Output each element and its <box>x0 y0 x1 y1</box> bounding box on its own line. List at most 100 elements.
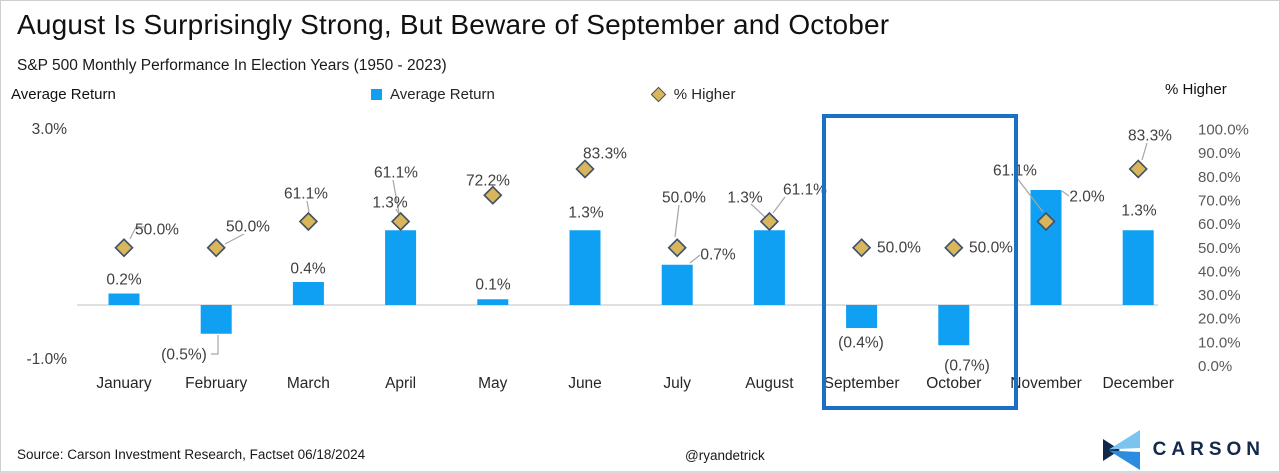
right-tick: 50.0% <box>1198 240 1241 257</box>
month-label-july: July <box>663 375 691 392</box>
month-label-february: February <box>185 375 247 392</box>
diamond-april <box>390 211 411 232</box>
right-tick: 100.0% <box>1198 122 1249 139</box>
diamond-label-march: 61.1% <box>284 186 328 203</box>
left-tick-min: -1.0% <box>27 351 68 368</box>
leader-line <box>392 179 400 214</box>
leader-line <box>772 196 786 214</box>
author-handle: @ryandetrick <box>685 448 765 463</box>
left-tick-max: 3.0% <box>32 121 68 138</box>
bar-january <box>108 293 140 305</box>
carson-logo: CARSON <box>1102 430 1265 470</box>
diamond-label-april: 61.1% <box>374 165 418 182</box>
leader-line <box>306 200 310 213</box>
legend-bar-swatch-icon <box>371 89 382 100</box>
bar-label-february: (0.5%) <box>161 347 207 364</box>
leader-line <box>689 254 701 264</box>
leader-line <box>129 226 144 240</box>
bar-october <box>938 305 970 346</box>
source-credit: Source: Carson Investment Research, Fact… <box>17 447 366 462</box>
legend: Average Return % Higher <box>371 86 736 103</box>
bar-september <box>846 305 878 328</box>
bar-label-march: 0.4% <box>290 261 326 278</box>
diamond-label-july: 50.0% <box>662 190 706 207</box>
right-tick: 0.0% <box>1198 358 1232 375</box>
legend-pct-higher-label: % Higher <box>673 86 736 103</box>
bar-label-september: (0.4%) <box>838 335 884 352</box>
leader-line <box>1016 177 1044 213</box>
diamond-december <box>1128 159 1148 179</box>
month-label-december: December <box>1102 375 1174 392</box>
leader-line <box>211 335 219 355</box>
bar-august <box>753 230 785 305</box>
bar-december <box>1122 230 1154 305</box>
right-tick: 10.0% <box>1198 334 1241 351</box>
diamond-september <box>851 238 872 258</box>
bar-label-april: 1.3% <box>372 195 408 212</box>
diamond-label-february: 50.0% <box>226 219 270 236</box>
diamond-label-december: 83.3% <box>1128 128 1172 145</box>
diamond-june <box>575 159 595 179</box>
right-tick: 70.0% <box>1198 192 1241 209</box>
diamond-label-september: 50.0% <box>877 240 921 257</box>
month-label-april: April <box>385 375 416 392</box>
bar-label-january: 0.2% <box>106 272 142 289</box>
month-label-october: October <box>926 375 981 392</box>
left-axis-title: Average Return <box>11 86 116 103</box>
diamond-july <box>667 238 687 258</box>
month-label-august: August <box>745 375 794 392</box>
bar-may <box>477 299 509 305</box>
bar-label-august: 1.3% <box>727 190 763 207</box>
diamond-label-june: 83.3% <box>583 146 627 163</box>
bar-march <box>292 282 324 305</box>
right-axis-title: % Higher <box>1165 81 1227 98</box>
bar-november <box>1030 190 1062 305</box>
diamond-november <box>1036 211 1056 232</box>
diamond-january <box>114 238 134 258</box>
leader-line <box>1141 142 1148 161</box>
bar-label-july: 0.7% <box>700 247 736 264</box>
diamond-label-october: 50.0% <box>969 240 1013 257</box>
bar-february <box>200 305 232 334</box>
bar-label-june: 1.3% <box>568 205 604 222</box>
month-label-january: January <box>96 375 151 392</box>
bar-label-may: 0.1% <box>475 277 511 294</box>
diamond-label-may: 72.2% <box>466 173 510 190</box>
diamond-august <box>759 211 780 232</box>
leader-line <box>224 233 245 245</box>
right-tick: 90.0% <box>1198 145 1241 162</box>
diamond-label-january: 50.0% <box>135 222 179 239</box>
bar-july <box>661 264 693 305</box>
right-tick: 40.0% <box>1198 263 1241 280</box>
leader-line <box>750 203 767 219</box>
month-label-june: June <box>568 375 602 392</box>
carson-wordmark: CARSON <box>1152 439 1265 460</box>
diamond-october <box>944 238 964 258</box>
chart-subtitle: S&P 500 Monthly Performance In Election … <box>17 57 447 74</box>
diamond-may <box>483 185 503 205</box>
bar-june <box>569 230 601 305</box>
right-tick: 30.0% <box>1198 287 1241 304</box>
highlight-box-september-october <box>822 114 1018 410</box>
right-tick: 60.0% <box>1198 216 1241 233</box>
page-title: August Is Surprisingly Strong, But Bewar… <box>17 9 890 40</box>
bar-april <box>385 230 417 305</box>
diamond-march <box>298 211 319 232</box>
month-label-may: May <box>478 375 508 392</box>
carson-logo-icon <box>1102 430 1140 470</box>
bar-label-november: 2.0% <box>1069 189 1105 206</box>
legend-avg-return-label: Average Return <box>390 86 495 103</box>
right-tick: 80.0% <box>1198 169 1241 186</box>
diamond-february <box>206 238 226 258</box>
month-label-september: September <box>824 375 900 392</box>
month-label-november: November <box>1010 375 1082 392</box>
diamond-label-august: 61.1% <box>783 182 827 199</box>
bar-label-october: (0.7%) <box>944 358 990 375</box>
bar-label-december: 1.3% <box>1121 203 1157 220</box>
month-label-march: March <box>287 375 330 392</box>
leader-line <box>1061 190 1070 197</box>
leader-line <box>674 204 680 238</box>
right-tick: 20.0% <box>1198 311 1241 328</box>
